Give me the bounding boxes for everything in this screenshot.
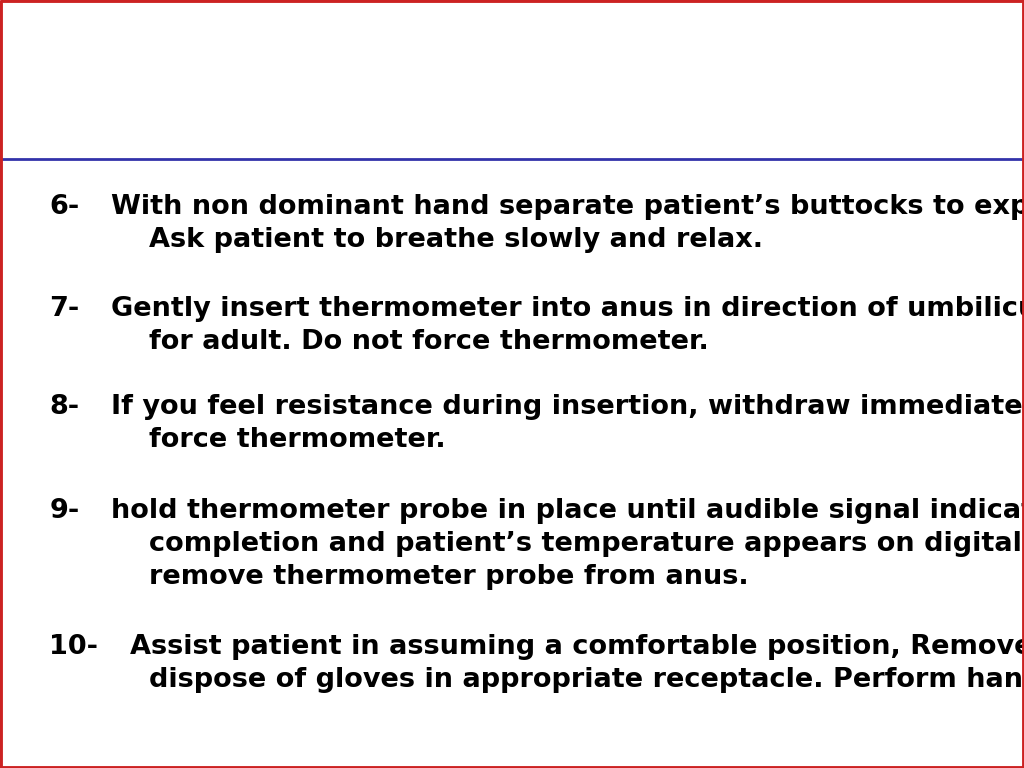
Text: 6-: 6-	[49, 194, 80, 220]
Text: With non dominant hand separate patient’s buttocks to expose anus.
    Ask patie: With non dominant hand separate patient’…	[111, 194, 1024, 253]
Text: If you feel resistance during insertion, withdraw immediately. Never
    force t: If you feel resistance during insertion,…	[111, 394, 1024, 453]
Text: hold thermometer probe in place until audible signal indicates
    completion an: hold thermometer probe in place until au…	[111, 498, 1024, 590]
Text: 9-: 9-	[49, 498, 80, 524]
Text: Gently insert thermometer into anus in direction of umbilicus 3.5 cm
    for adu: Gently insert thermometer into anus in d…	[111, 296, 1024, 356]
Text: 8-: 8-	[49, 394, 79, 420]
Text: Assist patient in assuming a comfortable position, Remove and
    dispose of glo: Assist patient in assuming a comfortable…	[111, 634, 1024, 693]
Text: 10-: 10-	[49, 634, 98, 660]
Text: 7-: 7-	[49, 296, 80, 323]
